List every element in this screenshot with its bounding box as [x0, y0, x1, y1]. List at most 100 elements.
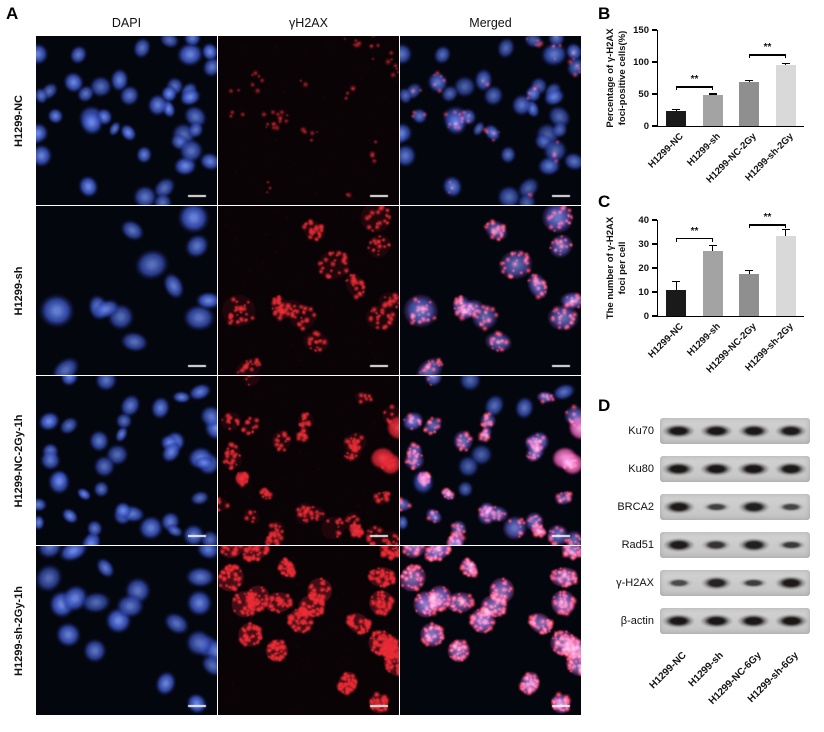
- blot-strip-2: [660, 494, 810, 520]
- bar: [739, 82, 760, 126]
- y-axis-tick: [652, 29, 657, 31]
- error-bar: [675, 281, 677, 290]
- x-tick-label: H1299-NC-2Gy: [704, 321, 760, 376]
- error-bar-cap: [781, 62, 790, 64]
- y-axis-label: Percentage of γ-H2AX foci-positive cells…: [605, 28, 628, 128]
- blot-band: [775, 575, 808, 591]
- error-bar: [675, 109, 677, 112]
- blot-band: [662, 537, 695, 553]
- error-bar: [748, 80, 750, 83]
- panel-d-label: D: [598, 396, 611, 415]
- y-tick-label: 30: [638, 238, 649, 250]
- y-axis: [657, 220, 659, 317]
- error-bar-cap: [745, 79, 754, 82]
- significance-line: [749, 224, 786, 226]
- y-axis-tick: [652, 219, 657, 221]
- y-axis-label: The number of γ-H2AX foci per cell: [605, 216, 628, 320]
- x-tick-label: H1299-sh: [684, 321, 723, 359]
- micro-h1299-nc-2gy-1h-gh2ax: [218, 376, 399, 545]
- micro-h1299-sh-2gy-1h-dapi: [36, 546, 217, 715]
- micro-h1299-nc-merged: [400, 36, 581, 205]
- bar: [775, 64, 796, 126]
- significance-line: [676, 86, 713, 88]
- bar: [666, 289, 687, 316]
- blot-strip-3: [660, 532, 810, 558]
- blot-band: [737, 461, 771, 477]
- panel-a-label: A: [6, 4, 19, 23]
- chart-c-foci-per-cell: 0 10 20 30 40 The number of γ-H2AX foci per c…: [600, 206, 824, 396]
- blot-band: [662, 613, 696, 629]
- blot-strip-1: [660, 456, 810, 482]
- panel-c-label: C: [598, 192, 611, 211]
- y-axis-tick: [652, 291, 657, 293]
- y-tick-label: 10: [638, 286, 649, 298]
- significance-tick: [784, 224, 786, 229]
- micro-h1299-sh-dapi: [36, 206, 217, 375]
- blot-lane-label: H1299-NC: [647, 650, 689, 692]
- y-tick-label: 0: [643, 310, 649, 322]
- x-tick-label: H1299-sh-2Gy: [742, 321, 796, 374]
- column-header-1: γH2AX: [289, 16, 328, 30]
- y-axis-tick: [652, 267, 657, 269]
- blot-band: [777, 502, 806, 512]
- significance-tick: [749, 54, 751, 59]
- bar: [702, 251, 723, 316]
- x-tick-label: H1299-NC-2Gy: [704, 131, 760, 186]
- blot-band: [739, 577, 769, 589]
- blot-band: [774, 613, 808, 629]
- error-bar-cap: [708, 93, 717, 95]
- blot-band: [737, 423, 770, 439]
- y-tick-label: 50: [638, 88, 649, 100]
- micro-h1299-nc-2gy-1h-dapi: [36, 376, 217, 545]
- significance-line: [749, 54, 786, 56]
- blot-lane-label: H1299-sh: [686, 650, 727, 690]
- y-axis-tick: [652, 315, 657, 317]
- micro-h1299-sh-gh2ax: [218, 206, 399, 375]
- micro-h1299-sh-merged: [400, 206, 581, 375]
- error-bar-cap: [672, 280, 681, 282]
- blot-band: [662, 423, 696, 439]
- blot-label-5: β-actin: [620, 615, 654, 627]
- y-tick-label: 20: [638, 262, 649, 274]
- blot-band: [699, 461, 733, 477]
- blot-band: [737, 500, 770, 514]
- blot-label-0: Ku70: [628, 425, 654, 437]
- y-axis: [657, 30, 659, 127]
- x-tick-label: H1299-sh: [684, 131, 723, 169]
- significance-tick: [676, 86, 678, 91]
- significance-label: **: [690, 226, 699, 237]
- blot-band: [737, 538, 770, 552]
- blot-band: [662, 461, 696, 477]
- blot-strip-4: [660, 570, 810, 596]
- bar: [702, 95, 723, 126]
- row-label-h1299-nc: H1299-NC: [13, 94, 25, 147]
- x-tick-label: H1299-sh-2Gy: [742, 131, 796, 184]
- y-axis-tick: [652, 243, 657, 245]
- micro-h1299-nc-dapi: [36, 36, 217, 205]
- blot-label-3: Rad51: [621, 539, 654, 551]
- blot-lane-label: H1299-NC-6Gy: [706, 650, 764, 707]
- y-tick-label: 40: [638, 214, 649, 226]
- blot-band: [737, 613, 771, 629]
- y-axis-tick: [652, 61, 657, 63]
- y-tick-label: 0: [643, 120, 649, 132]
- micro-h1299-nc-2gy-1h-merged: [400, 376, 581, 545]
- micro-h1299-sh-2gy-1h-gh2ax: [218, 546, 399, 715]
- bar: [666, 111, 687, 126]
- y-axis-tick: [652, 93, 657, 95]
- blot-band: [662, 499, 695, 515]
- blot-label-4: γ-H2AX: [616, 577, 654, 589]
- error-bar-cap: [708, 244, 717, 246]
- significance-line: [676, 238, 713, 240]
- significance-tick: [711, 86, 713, 91]
- micro-h1299-sh-2gy-1h-merged: [400, 546, 581, 715]
- bar: [739, 274, 760, 316]
- blot-lane-label: H1299-sh-6Gy: [746, 650, 802, 705]
- significance-tick: [711, 238, 713, 242]
- significance-label: **: [763, 212, 772, 224]
- error-bar: [712, 245, 714, 252]
- panel-d-western-blots: Ku70 Ku80 BRCA2 Rad51 γ-H2AX β-actin H1299-NC H…: [600, 410, 824, 730]
- blot-band: [775, 461, 808, 477]
- blot-band: [775, 423, 808, 439]
